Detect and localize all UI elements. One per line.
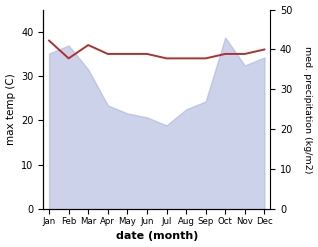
Y-axis label: max temp (C): max temp (C) (5, 74, 16, 145)
X-axis label: date (month): date (month) (115, 231, 198, 242)
Y-axis label: med. precipitation (kg/m2): med. precipitation (kg/m2) (303, 46, 313, 173)
